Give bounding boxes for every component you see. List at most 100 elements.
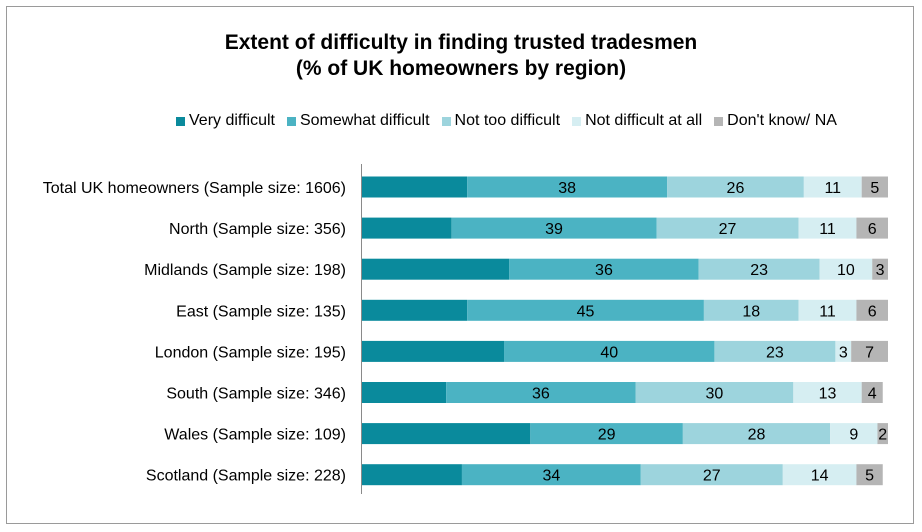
data-label: 4: [868, 386, 877, 403]
data-label: 40: [600, 344, 618, 361]
data-label: 5: [870, 180, 879, 197]
bar-segment: [640, 464, 783, 486]
data-label: 14: [811, 468, 829, 485]
category-label: East (Sample size: 135): [176, 303, 346, 320]
bar-segment: [362, 423, 531, 445]
bar-segment: [782, 464, 857, 486]
legend-item: Very difficult: [176, 112, 275, 130]
bar-segment: [362, 382, 447, 403]
data-label: 45: [577, 303, 595, 320]
category-label: Total UK homeowners (Sample size: 1606): [43, 180, 346, 197]
data-label: 13: [819, 386, 837, 403]
legend-label: Don't know/ NA: [727, 112, 837, 129]
legend-item: Somewhat difficult: [286, 112, 430, 130]
category-label: Wales (Sample size: 109): [164, 427, 346, 444]
data-label: 27: [703, 468, 721, 485]
bar-segment: [362, 299, 468, 321]
bar-segment: [451, 217, 657, 239]
bar-segment: [509, 258, 699, 280]
bar-segment: [872, 258, 888, 280]
data-label: 36: [595, 262, 613, 279]
bar-segment: [461, 464, 641, 486]
bar-segment: [819, 258, 873, 280]
data-label: 38: [558, 180, 576, 197]
category-label: South (Sample size: 346): [166, 386, 346, 403]
data-label: 30: [706, 386, 724, 403]
bar-segment: [714, 340, 836, 362]
bar-segment: [856, 217, 888, 239]
data-label: 34: [542, 468, 560, 485]
bar-segment: [861, 176, 888, 198]
bar-segment: [835, 340, 852, 362]
bar-segment: [793, 382, 862, 403]
data-label: 9: [849, 427, 858, 444]
legend-item: Not difficult at all: [572, 112, 702, 130]
chart-subtitle: (% of UK homeowners by region): [295, 57, 627, 80]
bar-segment: [698, 258, 820, 280]
bar-segment: [446, 382, 636, 403]
data-label: 11: [819, 221, 836, 238]
category-label: London (Sample size: 195): [155, 344, 346, 361]
data-label: 36: [532, 386, 550, 403]
bar-segment: [803, 176, 862, 198]
chart-title: Extent of difficulty in finding trusted …: [224, 31, 698, 54]
legend-swatch: [176, 116, 185, 126]
data-label: 18: [742, 303, 760, 320]
data-label: 39: [545, 221, 563, 238]
bar-segment: [362, 464, 462, 486]
bar-segment: [467, 176, 668, 198]
data-label: 5: [865, 468, 874, 485]
chart-title-block: Extent of difficulty in finding trusted …: [0, 30, 922, 82]
legend-item: Don't know/ NA: [714, 112, 837, 130]
chart-legend: Very difficult Somewhat difficult Not too …: [176, 111, 837, 131]
bar-segment: [877, 423, 888, 445]
bar-segment: [798, 217, 857, 239]
bar-segment: [856, 299, 888, 321]
data-label: 6: [868, 303, 877, 320]
bar-segment: [830, 423, 878, 445]
data-label: 23: [766, 344, 784, 361]
legend-label: Not difficult at all: [585, 112, 703, 129]
bar-segment: [682, 423, 831, 445]
category-label: North (Sample size: 356): [169, 221, 346, 238]
bar-segment: [362, 217, 452, 239]
bar-segment: [362, 176, 468, 198]
bar-segment: [362, 340, 505, 362]
data-label: 28: [748, 427, 766, 444]
data-label: 2: [878, 427, 887, 444]
legend-item: Not too difficult: [441, 112, 561, 130]
legend-swatch: [286, 116, 296, 126]
data-label: 6: [868, 221, 877, 238]
legend-swatch: [572, 116, 582, 126]
bar-segment: [530, 423, 683, 445]
legend-label: Somewhat difficult: [299, 112, 430, 129]
bar-segment: [635, 382, 794, 403]
bar-segment: [703, 299, 799, 321]
category-label: Midlands (Sample size: 198): [144, 262, 346, 279]
data-label: 10: [837, 262, 855, 279]
bar-segment: [856, 464, 883, 486]
data-label: 11: [824, 180, 841, 197]
bar-segment: [504, 340, 715, 362]
bar-segment: [467, 299, 704, 321]
bar-segment: [656, 217, 799, 239]
data-label: 11: [819, 303, 836, 320]
data-label: 23: [750, 262, 768, 279]
legend-swatch: [714, 116, 724, 126]
bar-segment: [362, 258, 510, 280]
data-label: 3: [876, 262, 885, 279]
legend-label: Not too difficult: [454, 112, 561, 129]
legend-label: Very difficult: [189, 112, 275, 129]
legend-swatch: [441, 116, 451, 126]
bar-segment: [851, 340, 888, 362]
bar-segment: [861, 382, 883, 403]
category-label: Scotland (Sample size: 228): [146, 468, 346, 485]
bar-segment: [667, 176, 804, 198]
data-label: 29: [598, 427, 616, 444]
data-label: 7: [865, 344, 874, 361]
data-label: 26: [727, 180, 745, 197]
bar-segment: [798, 299, 857, 321]
data-label: 27: [719, 221, 737, 238]
data-label: 3: [839, 344, 848, 361]
